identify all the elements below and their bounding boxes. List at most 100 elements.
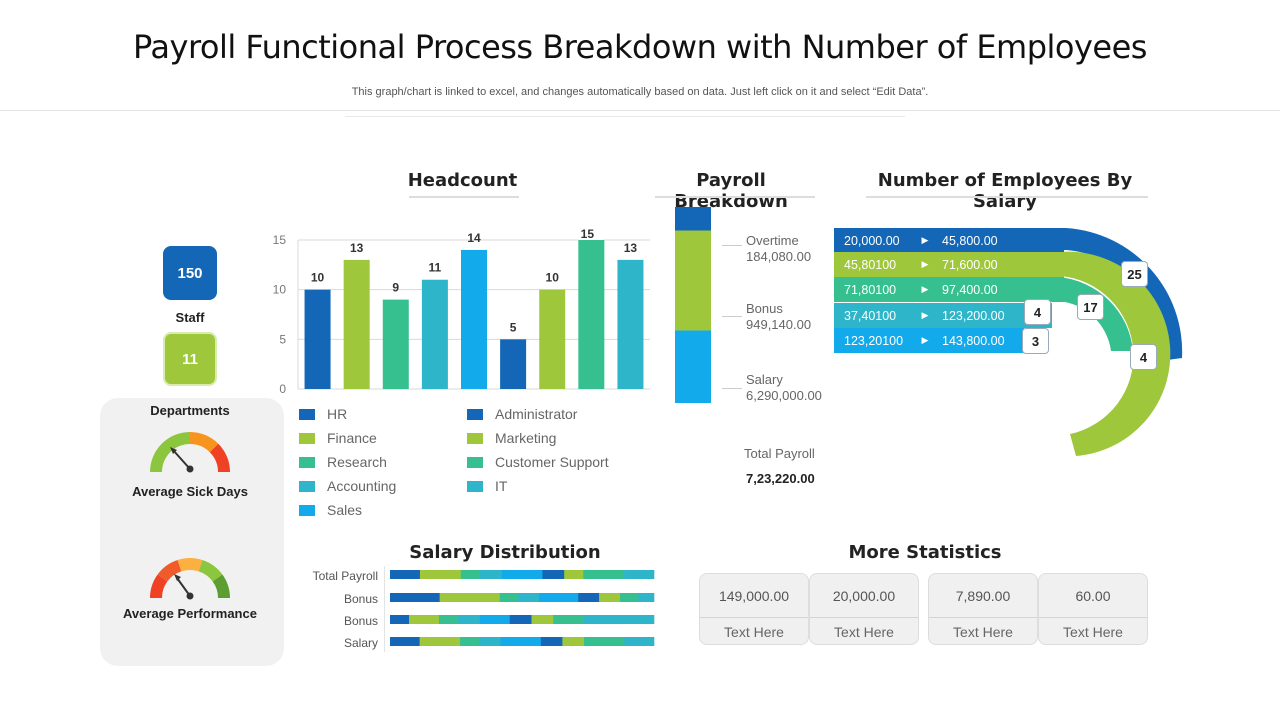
dist-segment-it bbox=[638, 593, 655, 602]
salary-to: 123,200.00 bbox=[942, 308, 1005, 323]
dist-segment-accounting bbox=[458, 615, 481, 624]
legend-item: HR bbox=[299, 402, 467, 426]
dist-segment-customer-support bbox=[553, 615, 584, 624]
bar-data-label: 10 bbox=[546, 271, 560, 285]
legend-item: Finance bbox=[299, 426, 467, 450]
headcount-title: Headcount bbox=[407, 170, 518, 191]
dist-segment-finance bbox=[409, 615, 440, 624]
stat-value: 60.00 bbox=[1039, 574, 1147, 618]
dist-segment-hr bbox=[390, 593, 440, 602]
headcount-legend: HR Administrator Finance Marketing Research C… bbox=[299, 402, 659, 522]
departments-value: 11 bbox=[182, 350, 198, 368]
bar-data-label: 14 bbox=[467, 231, 481, 245]
departments-kpi-box: 11 bbox=[163, 332, 217, 386]
stat-card: 60.00 Text Here bbox=[1038, 573, 1148, 645]
legend-label: Sales bbox=[327, 502, 363, 518]
legend-swatch bbox=[467, 456, 483, 468]
dist-segment-research bbox=[499, 593, 519, 602]
payroll-item-name: Overtime bbox=[746, 233, 799, 248]
payroll-item-value: 949,140.00 bbox=[746, 317, 812, 332]
legend-label: Customer Support bbox=[495, 454, 609, 470]
salary-to: 45,800.00 bbox=[942, 233, 998, 248]
legend-label: IT bbox=[495, 478, 508, 494]
gauge-segment-red bbox=[149, 574, 168, 598]
bar-data-label: 11 bbox=[429, 261, 442, 275]
dist-segment-finance bbox=[419, 570, 462, 579]
staff-value: 150 bbox=[177, 264, 203, 282]
dist-segment-hr bbox=[390, 570, 421, 579]
dist-segment-administrator bbox=[509, 615, 532, 624]
dist-segment-accounting bbox=[479, 570, 502, 579]
stat-label: Text Here bbox=[1063, 624, 1123, 640]
label-bg bbox=[579, 227, 604, 240]
dist-segment-research bbox=[460, 637, 480, 646]
bar-administrator bbox=[500, 339, 527, 389]
legend-label: Research bbox=[327, 454, 387, 470]
legend-swatch bbox=[467, 432, 483, 444]
page-subtitle: This graph/chart is linked to excel, and… bbox=[351, 86, 929, 98]
legend-label: Accounting bbox=[327, 478, 397, 494]
salary-from: 123,20100 bbox=[844, 333, 904, 348]
gauge-needle bbox=[172, 449, 191, 470]
gauge-pivot bbox=[186, 465, 194, 473]
stat-value: 7,890.00 bbox=[929, 574, 1037, 618]
stat-label: Text Here bbox=[834, 624, 894, 640]
dist-category-label: Total Payroll bbox=[312, 569, 378, 583]
legend-swatch bbox=[299, 432, 315, 444]
dist-segment-customer-support bbox=[620, 593, 639, 602]
dist-segment-it bbox=[583, 615, 655, 624]
count-badge: 17 bbox=[1077, 294, 1104, 320]
dist-segment-hr bbox=[390, 615, 410, 624]
bar-customer-support bbox=[578, 240, 605, 389]
headcount-title-underline bbox=[409, 196, 519, 198]
dist-segment-sales bbox=[538, 593, 579, 602]
page-title: Payroll Functional Process Breakdown wit… bbox=[133, 28, 1147, 66]
bar-marketing bbox=[539, 289, 566, 389]
dist-category-label: Bonus bbox=[343, 592, 378, 606]
stat-card: 7,890.00 Text Here bbox=[928, 573, 1038, 645]
leader-line-salary bbox=[722, 388, 742, 389]
payroll-item-bonus: Bonus 949,140.00 bbox=[746, 301, 811, 333]
dist-segment-accounting bbox=[478, 637, 501, 646]
legend-swatch bbox=[299, 480, 315, 492]
legend-item: Marketing bbox=[467, 426, 647, 450]
legend-label: HR bbox=[327, 406, 348, 422]
y-tick-label: 5 bbox=[279, 332, 286, 346]
salary-range-row: 20,000.00 ▶ 45,800.00 bbox=[834, 228, 1064, 253]
salary-from: 71,80100 bbox=[844, 282, 897, 297]
payroll-item-value: 6,290,000.00 bbox=[746, 388, 822, 403]
legend-swatch bbox=[299, 456, 315, 468]
dist-category-label: Bonus bbox=[343, 614, 378, 628]
salary-distribution-title: Salary Distribution bbox=[409, 542, 601, 563]
legend-item: Accounting bbox=[299, 474, 467, 498]
dist-segment-administrator bbox=[540, 637, 563, 646]
arrow-right-icon: ▶ bbox=[921, 259, 929, 269]
gauge-segment-green bbox=[150, 432, 190, 472]
payroll-item-overtime: Overtime 184,080.00 bbox=[746, 233, 811, 265]
stat-label: Text Here bbox=[953, 624, 1013, 640]
payroll-item-name: Salary bbox=[746, 372, 783, 387]
legend-item: Customer Support bbox=[467, 450, 647, 474]
arrow-right-icon: ▶ bbox=[921, 235, 929, 245]
sick-days-label: Average Sick Days bbox=[132, 484, 248, 499]
bar-research bbox=[382, 299, 409, 389]
dist-segment-administrator bbox=[578, 593, 600, 602]
salary-range-row: 45,80100 ▶ 71,600.00 bbox=[834, 252, 1064, 277]
staff-label: Staff bbox=[175, 310, 205, 325]
bar-hr bbox=[304, 289, 331, 389]
gauge-segment-red-orange bbox=[157, 560, 182, 582]
legend-item: Administrator bbox=[467, 402, 647, 426]
performance-label: Average Performance bbox=[123, 606, 257, 621]
stat-card: 20,000.00 Text Here bbox=[809, 573, 919, 645]
dist-segment-research bbox=[460, 570, 481, 579]
dist-segment-accounting bbox=[518, 593, 540, 602]
dist-segment-finance bbox=[419, 637, 461, 646]
stat-value: 149,000.00 bbox=[700, 574, 808, 618]
payroll-stacked-bar bbox=[675, 207, 711, 403]
leader-line-overtime bbox=[722, 245, 742, 246]
dist-segment-marketing bbox=[531, 615, 554, 624]
employees-by-salary-title: Number of Employees By Salary bbox=[877, 170, 1133, 212]
arrow-right-icon: ▶ bbox=[921, 310, 929, 320]
salary-range-row: 37,40100 ▶ 123,200.00 bbox=[834, 303, 1052, 328]
stat-card: 149,000.00 Text Here bbox=[699, 573, 809, 645]
